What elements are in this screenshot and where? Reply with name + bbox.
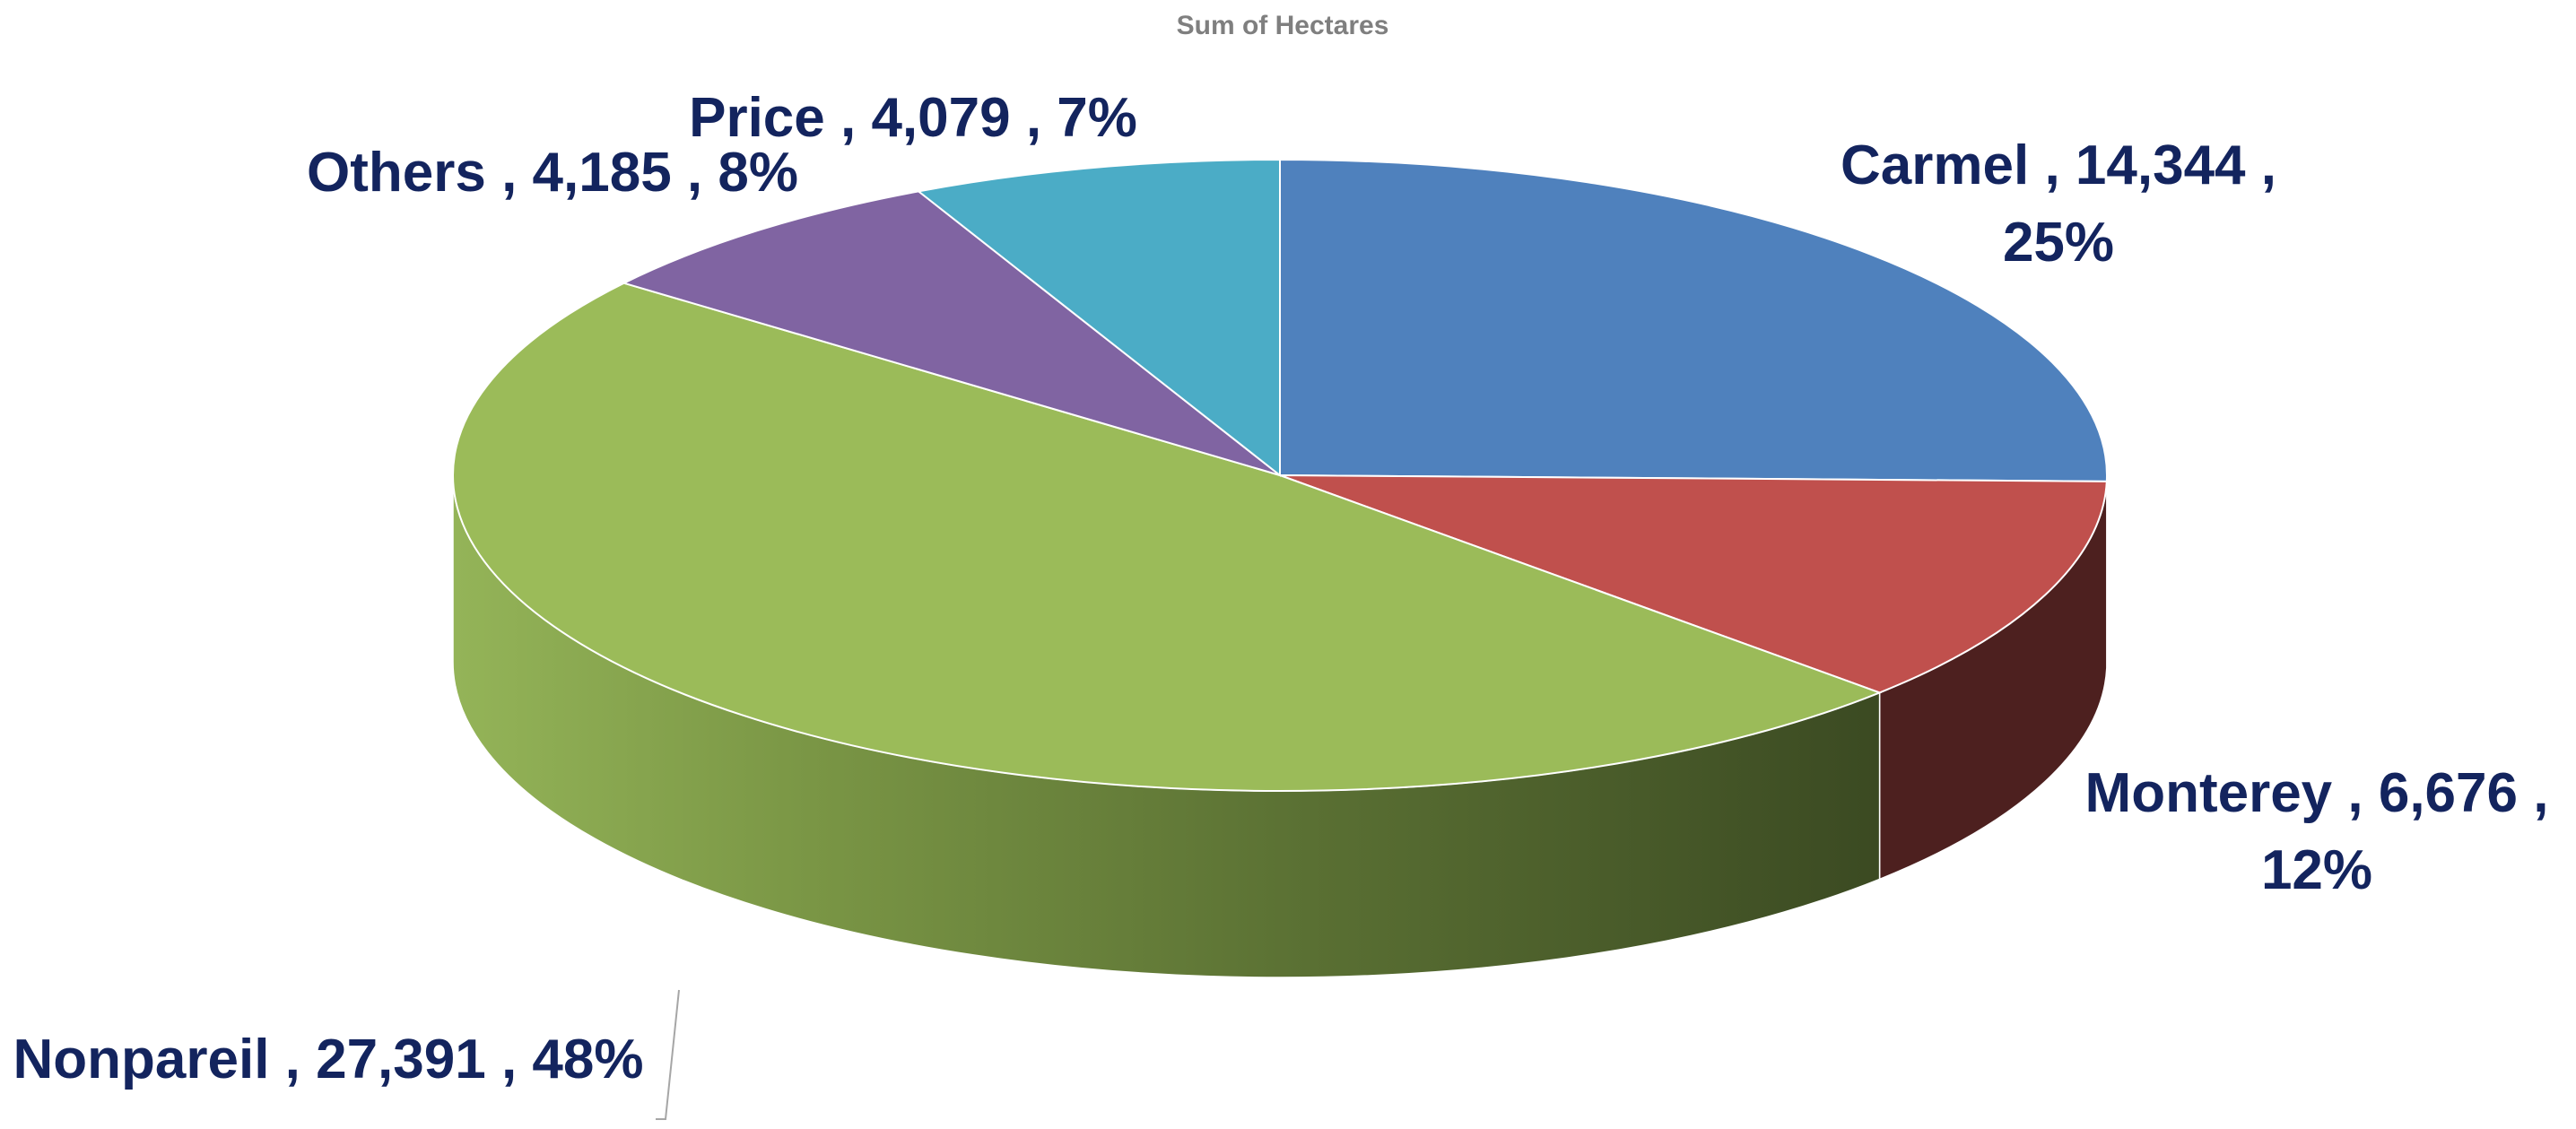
data-labels: Carmel , 14,344 , 25% Monterey , 6,676 , 12…	[13, 87, 2548, 1090]
chart-title: Sum of Hectares	[1177, 11, 1389, 40]
slice-price	[916, 158, 1281, 478]
data-label-price: Price , 4,079 , 7%	[689, 87, 1137, 149]
slice-nonpareil	[452, 282, 1883, 792]
slice-carmel	[1279, 158, 2108, 482]
data-label-monterey-line-2: 12%	[2261, 839, 2372, 901]
data-label-nonpareil: Nonpareil , 27,391 , 48%	[13, 1029, 643, 1090]
pie-slices	[452, 158, 2108, 792]
data-label-carmel-line-1: Carmel , 14,344 ,	[1841, 135, 2276, 196]
data-label-carmel-line-2: 25%	[2003, 212, 2114, 274]
nonpareil-leader-line	[656, 989, 680, 1120]
data-label-monterey-line-1: Monterey , 6,676 ,	[2085, 762, 2549, 824]
data-label-others: Others , 4,185 , 8%	[307, 142, 798, 204]
slice-others	[621, 190, 1281, 476]
slice-monterey	[1279, 474, 2108, 694]
